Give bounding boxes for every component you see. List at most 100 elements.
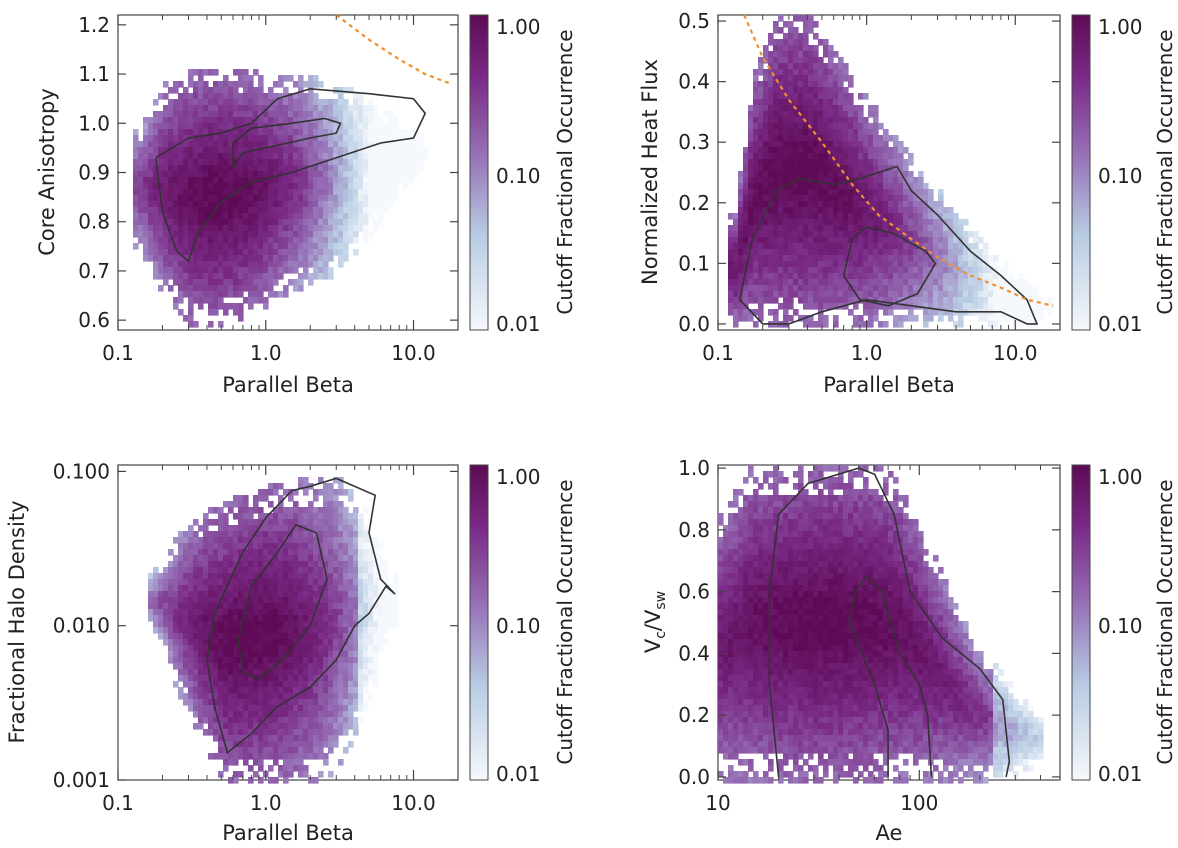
heat-cell [353, 207, 359, 214]
heat-cell [743, 243, 749, 250]
heat-cell [203, 555, 209, 562]
heat-cell [833, 87, 839, 94]
heat-cell [763, 93, 769, 100]
heat-cell [833, 63, 839, 70]
heat-cell [168, 609, 174, 616]
heat-cell [188, 543, 194, 550]
heat-cell [758, 237, 764, 244]
heat-cell [253, 285, 259, 292]
heat-cell [278, 237, 284, 244]
heat-cell [298, 591, 304, 598]
heat-cell [213, 555, 219, 562]
heat-cell [248, 675, 254, 682]
heat-cell [173, 183, 179, 190]
heat-cell [143, 213, 149, 220]
heat-cell [213, 231, 219, 238]
heat-cell [308, 615, 314, 622]
heat-cell [188, 567, 194, 574]
heat-cell [908, 315, 914, 322]
heat-cell [318, 231, 324, 238]
heat-cell [258, 81, 264, 88]
heat-cell [783, 165, 789, 172]
heat-cell [823, 117, 829, 124]
heat-cell [873, 111, 879, 118]
heat-cell [288, 129, 294, 136]
heat-cell [303, 489, 309, 496]
heat-cell [893, 285, 899, 292]
heat-cell [143, 129, 149, 136]
heat-cell [273, 201, 279, 208]
heat-cell [268, 561, 274, 568]
heat-cell [353, 219, 359, 226]
heat-cell [808, 183, 814, 190]
heat-cell [133, 201, 139, 208]
heat-cell [178, 645, 184, 652]
heat-cell [238, 189, 244, 196]
heat-cell [193, 297, 199, 304]
heat-cell [193, 249, 199, 256]
heat-cell [238, 663, 244, 670]
heat-cell [788, 93, 794, 100]
heat-cell [373, 117, 379, 124]
heat-cell [798, 123, 804, 130]
heat-cell [183, 231, 189, 238]
heat-cell [323, 741, 329, 748]
heat-cell [753, 231, 759, 238]
heat-cell [773, 255, 779, 262]
heat-cell [858, 231, 864, 238]
heat-cell [883, 267, 889, 274]
heat-cell [328, 549, 334, 556]
heat-cell [863, 309, 869, 316]
heat-cell [233, 279, 239, 286]
heat-cell [778, 57, 784, 64]
heat-cell [173, 573, 179, 580]
heat-cell [393, 183, 399, 190]
heat-cell [243, 213, 249, 220]
heat-cell [238, 135, 244, 142]
heat-cell [303, 705, 309, 712]
heat-cell [888, 213, 894, 220]
heat-cell [748, 183, 754, 190]
heat-cell [798, 51, 804, 58]
heat-cell [203, 597, 209, 604]
heat-cell [218, 249, 224, 256]
heat-cell [133, 213, 139, 220]
heat-cell [803, 69, 809, 76]
heat-cell [253, 129, 259, 136]
heat-cell [188, 573, 194, 580]
heat-cell [418, 159, 424, 166]
heat-cell [818, 291, 824, 298]
heat-cell [268, 525, 274, 532]
heat-cell [288, 123, 294, 130]
heat-cell [883, 231, 889, 238]
heat-cell [283, 633, 289, 640]
heat-cell [228, 291, 234, 298]
heat-cell [253, 237, 259, 244]
heat-cell [303, 519, 309, 526]
heat-cell [908, 213, 914, 220]
heat-cell [778, 135, 784, 142]
heat-cell [263, 687, 269, 694]
heat-cell [823, 267, 829, 274]
heat-cell [233, 81, 239, 88]
heat-cell [408, 129, 414, 136]
heat-cell [788, 165, 794, 172]
heat-cell [863, 141, 869, 148]
heat-cell [983, 303, 989, 310]
heat-cell [338, 249, 344, 256]
heat-cell [298, 735, 304, 742]
heat-cell [348, 237, 354, 244]
heat-cell [288, 495, 294, 502]
heat-cell [243, 627, 249, 634]
heat-cell [393, 141, 399, 148]
heat-cell [908, 207, 914, 214]
heat-cell [183, 285, 189, 292]
heat-cell [203, 615, 209, 622]
heat-cell [228, 81, 234, 88]
heat-cell [298, 249, 304, 256]
heat-cell [238, 675, 244, 682]
heat-cell [188, 285, 194, 292]
heat-cell [923, 315, 929, 322]
heat-cell [728, 309, 734, 316]
heat-cell [298, 567, 304, 574]
